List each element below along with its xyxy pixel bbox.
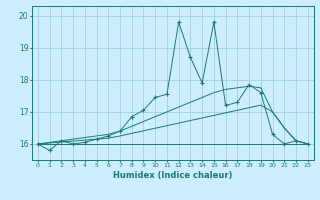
X-axis label: Humidex (Indice chaleur): Humidex (Indice chaleur) xyxy=(113,171,233,180)
